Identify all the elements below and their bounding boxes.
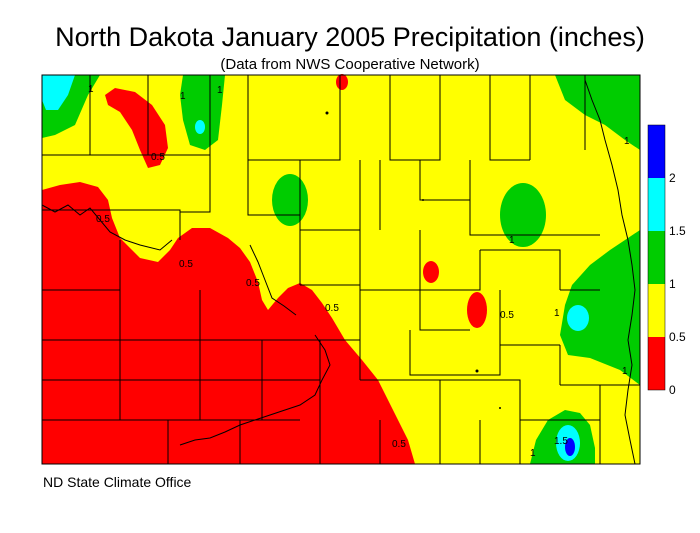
credit-text: ND State Climate Office: [43, 474, 192, 490]
contour-label: 0.5: [325, 303, 339, 314]
region-wet-east-central: [500, 183, 546, 247]
map-subtitle: (Data from NWS Cooperative Network): [220, 56, 480, 73]
contour-label: 0.5: [392, 439, 406, 450]
station-markers: [325, 111, 501, 409]
contour-label: 0.5: [500, 310, 514, 321]
contour-label: 1: [217, 85, 223, 96]
region-very-wet-north: [195, 120, 205, 134]
legend-swatch-0-5: [648, 284, 665, 337]
map-frame: [41, 74, 641, 465]
legend-label: 1.5: [669, 224, 686, 238]
legend-label: 0.5: [669, 330, 686, 344]
legend-label: 1: [669, 277, 676, 291]
region-dry-central-small: [423, 261, 439, 283]
county-boundaries: [42, 75, 640, 464]
contour-label: 1.5: [554, 436, 568, 447]
contour-label: 1: [88, 84, 94, 95]
contour-label: 0.5: [151, 152, 165, 163]
contour-label: 0.5: [96, 214, 110, 225]
map-title: North Dakota January 2005 Precipitation …: [55, 22, 645, 52]
region-very-wet-northwest: [42, 75, 75, 110]
legend-swatch-1: [648, 231, 665, 284]
rivers: [41, 79, 636, 465]
region-dry-north: [105, 88, 168, 168]
contour-label: 1: [554, 308, 560, 319]
legend-label: 0: [669, 383, 676, 397]
region-wettest-southeast: [565, 438, 575, 456]
region-wet-east: [560, 230, 640, 385]
contour-label: 1: [509, 235, 515, 246]
region-wet-north: [180, 75, 225, 150]
region-dry-north-small: [336, 74, 348, 90]
legend-label: 2: [669, 171, 676, 185]
region-wet-central: [272, 174, 308, 226]
contour-label: 1: [622, 366, 628, 377]
contour-label: 1: [624, 136, 630, 147]
contour-label: 1: [530, 448, 536, 459]
legend-swatch-1-5: [648, 178, 665, 231]
region-very-wet-east: [567, 305, 589, 331]
contour-label: 0.5: [246, 278, 260, 289]
region-dry-central-east: [467, 292, 487, 328]
legend-colorbar: [647, 124, 666, 391]
contour-label: 1: [180, 91, 186, 102]
contour-label: 0.5: [179, 259, 193, 270]
region-dry-southwest: [42, 182, 415, 464]
contour-labels: 1 1 1 1 1 1 1 1 0.5 0.5 0.5 0.5 0.5 0.5 …: [88, 84, 630, 459]
legend-swatch-2plus: [648, 125, 665, 178]
legend-swatch-0: [648, 337, 665, 390]
